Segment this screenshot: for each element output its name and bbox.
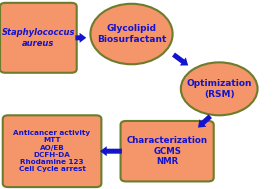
FancyBboxPatch shape (3, 115, 101, 187)
FancyBboxPatch shape (0, 3, 77, 73)
Text: Staphylococcus
aureus: Staphylococcus aureus (2, 28, 75, 48)
Text: Optimization
(RSM): Optimization (RSM) (186, 79, 252, 99)
Text: Glycolipid
Biosurfactant: Glycolipid Biosurfactant (97, 24, 166, 44)
Text: Characterization
GCMS
NMR: Characterization GCMS NMR (127, 136, 208, 167)
Ellipse shape (90, 4, 173, 64)
Ellipse shape (181, 62, 258, 115)
FancyBboxPatch shape (121, 121, 214, 181)
Text: Anticancer activity
MTT
AO/EB
DCFH-DA
Rhodamine 123
Cell Cycle arrest: Anticancer activity MTT AO/EB DCFH-DA Rh… (13, 130, 91, 172)
